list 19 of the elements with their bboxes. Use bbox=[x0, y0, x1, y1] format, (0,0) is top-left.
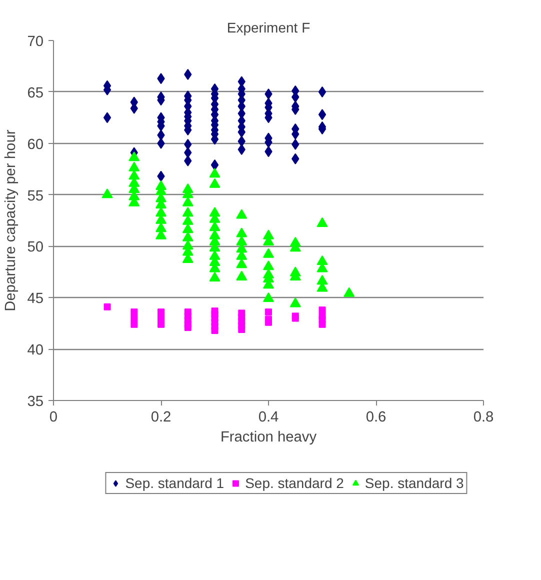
x-tick-label: 0.8 bbox=[473, 410, 494, 426]
y-tick-label: 70 bbox=[27, 34, 44, 50]
y-axis-title: Departure capacity per hour bbox=[3, 130, 20, 312]
legend-label: Sep. standard 2 bbox=[245, 475, 344, 491]
y-tick-label: 55 bbox=[27, 188, 44, 204]
chart-title: Experiment F bbox=[226, 20, 310, 36]
y-tick-label: 40 bbox=[27, 342, 44, 359]
y-tick-label: 65 bbox=[27, 85, 44, 102]
x-tick-label: 0.2 bbox=[150, 410, 172, 426]
x-tick-label: 0.4 bbox=[258, 410, 279, 426]
y-tick-label: 35 bbox=[27, 394, 44, 410]
y-tick-label: 45 bbox=[27, 291, 44, 308]
x-tick-label: 0 bbox=[49, 410, 58, 426]
legend-label: Sep. standard 1 bbox=[125, 475, 224, 491]
y-tick-label: 60 bbox=[27, 136, 44, 153]
legend-label: Sep. standard 3 bbox=[364, 475, 464, 491]
x-axis-title: Fraction heavy bbox=[220, 430, 318, 446]
x-tick-label: 0.6 bbox=[366, 410, 386, 426]
y-tick-label: 50 bbox=[27, 240, 44, 256]
